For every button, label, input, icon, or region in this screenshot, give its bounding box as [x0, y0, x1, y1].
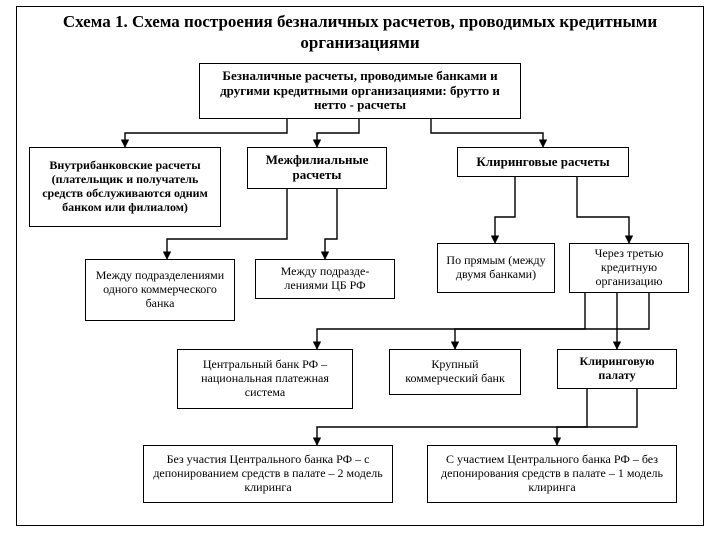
- node-direct: По прямым (между двумя банками): [437, 243, 555, 293]
- edge-root-clearing: [431, 119, 543, 147]
- node-bigbank: Крупный коммерческий банк: [389, 349, 521, 395]
- diagram-frame: Схема 1. Схема построения безналичных ра…: [16, 6, 704, 526]
- edge-palata-model1: [557, 389, 637, 445]
- edge-root-intra: [125, 119, 287, 147]
- node-model1: С участием Центрального банка РФ – без д…: [427, 445, 677, 503]
- edge-third-palata: [617, 293, 649, 349]
- node-clearing: Клиринговые расчеты: [457, 147, 629, 177]
- node-third: Через третью кредитную организацию: [569, 243, 689, 293]
- edge-palata-model2: [317, 389, 587, 445]
- node-intra: Внутрибанковские расчеты (плательщик и п…: [29, 147, 221, 227]
- diagram-title: Схема 1. Схема построения безналичных ра…: [17, 11, 703, 54]
- edge-clearing-direct: [495, 177, 515, 243]
- edge-clearing-third: [577, 177, 629, 243]
- edge-root-inter: [317, 119, 359, 147]
- edge-inter-sub_cb: [325, 189, 337, 259]
- edge-third-bigbank: [455, 293, 617, 349]
- node-palata: Клиринговую палату: [557, 349, 677, 389]
- node-model2: Без участия Центрального банка РФ – с де…: [143, 445, 393, 503]
- node-root: Безналичные расчеты, проводимые банками …: [199, 63, 521, 119]
- node-inter: Межфилиальные расчеты: [247, 147, 387, 189]
- node-sub_cb: Между подразде­лениями ЦБ РФ: [255, 259, 395, 299]
- edge-third-cbrf: [317, 293, 585, 349]
- node-sub_one: Между подразде­лениями одного коммерческ…: [85, 259, 235, 321]
- node-cbrf: Центральный банк РФ – национальная плате…: [177, 349, 353, 409]
